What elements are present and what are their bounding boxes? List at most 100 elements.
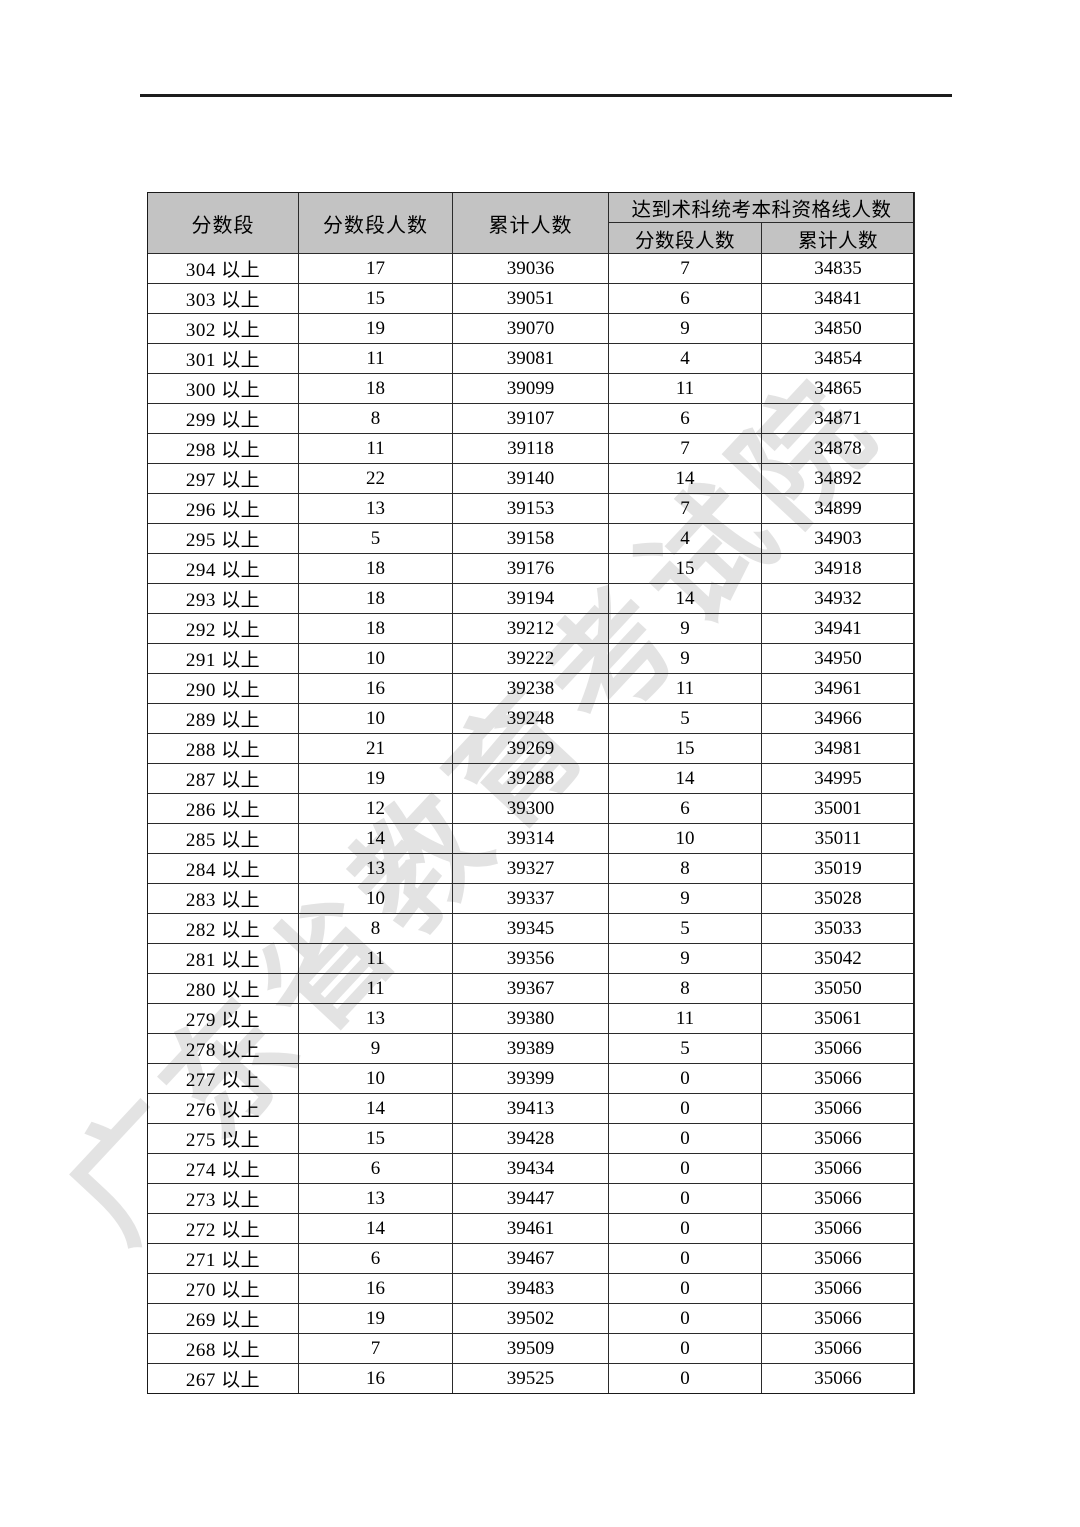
- cell-segment-count: 8: [298, 403, 453, 434]
- table-row: 278 以上 9 39389 5 35066: [147, 1033, 916, 1064]
- column-header-qualified-cumulative-count: 累计人数: [760, 222, 916, 254]
- cell-score-range: 276 以上: [147, 1093, 299, 1124]
- cell-qualified-cumulative-count: 34871: [760, 403, 916, 434]
- cell-cumulative-count: 39099: [452, 373, 609, 404]
- cell-qualified-cumulative-count: 35019: [760, 853, 916, 884]
- table-row: 275 以上 15 39428 0 35066: [147, 1123, 916, 1154]
- cell-qualified-cumulative-count: 35042: [760, 943, 916, 974]
- cell-cumulative-count: 39036: [452, 253, 609, 284]
- cell-score-range: 298 以上: [147, 433, 299, 464]
- cell-cumulative-count: 39367: [452, 973, 609, 1004]
- table-row: 292 以上 18 39212 9 34941: [147, 613, 916, 644]
- cell-score-range: 271 以上: [147, 1243, 299, 1274]
- table-row: 304 以上 17 39036 7 34835: [147, 253, 916, 284]
- cell-score-range: 284 以上: [147, 853, 299, 884]
- cell-qualified-segment-count: 9: [608, 313, 762, 344]
- cell-qualified-segment-count: 0: [608, 1363, 762, 1394]
- cell-qualified-cumulative-count: 34932: [760, 583, 916, 614]
- cell-qualified-cumulative-count: 35011: [760, 823, 916, 854]
- table-row: 301 以上 11 39081 4 34854: [147, 343, 916, 374]
- cell-qualified-cumulative-count: 34835: [760, 253, 916, 284]
- cell-score-range: 290 以上: [147, 673, 299, 704]
- cell-score-range: 269 以上: [147, 1303, 299, 1334]
- cell-qualified-segment-count: 0: [608, 1063, 762, 1094]
- cell-cumulative-count: 39447: [452, 1183, 609, 1214]
- cell-qualified-cumulative-count: 34865: [760, 373, 916, 404]
- column-header-qualified-segment-count: 分数段人数: [608, 222, 762, 254]
- table-row: 287 以上 19 39288 14 34995: [147, 763, 916, 794]
- table-row: 293 以上 18 39194 14 34932: [147, 583, 916, 614]
- cell-segment-count: 18: [298, 583, 453, 614]
- cell-qualified-segment-count: 5: [608, 1033, 762, 1064]
- cell-qualified-cumulative-count: 34918: [760, 553, 916, 584]
- cell-qualified-cumulative-count: 34841: [760, 283, 916, 314]
- cell-cumulative-count: 39483: [452, 1273, 609, 1304]
- cell-qualified-segment-count: 9: [608, 883, 762, 914]
- cell-score-range: 273 以上: [147, 1183, 299, 1214]
- table-row: 291 以上 10 39222 9 34950: [147, 643, 916, 674]
- cell-qualified-segment-count: 11: [608, 673, 762, 704]
- table-row: 280 以上 11 39367 8 35050: [147, 973, 916, 1004]
- cell-segment-count: 14: [298, 823, 453, 854]
- cell-cumulative-count: 39212: [452, 613, 609, 644]
- cell-qualified-segment-count: 7: [608, 253, 762, 284]
- table-row: 269 以上 19 39502 0 35066: [147, 1303, 916, 1334]
- cell-segment-count: 22: [298, 463, 453, 494]
- cell-segment-count: 19: [298, 313, 453, 344]
- cell-cumulative-count: 39081: [452, 343, 609, 374]
- cell-qualified-segment-count: 0: [608, 1123, 762, 1154]
- table-row: 294 以上 18 39176 15 34918: [147, 553, 916, 584]
- cell-segment-count: 16: [298, 673, 453, 704]
- cell-qualified-cumulative-count: 34941: [760, 613, 916, 644]
- score-distribution-table-container: 分数段 分数段人数 累计人数 达到术科统考本科资格线人数 分数段人数 累计人数 …: [147, 192, 916, 1394]
- cell-qualified-segment-count: 6: [608, 283, 762, 314]
- cell-qualified-cumulative-count: 35066: [760, 1093, 916, 1124]
- column-header-cumulative-count: 累计人数: [452, 192, 609, 254]
- cell-segment-count: 13: [298, 1003, 453, 1034]
- cell-score-range: 304 以上: [147, 253, 299, 284]
- cell-segment-count: 9: [298, 1033, 453, 1064]
- table-row: 268 以上 7 39509 0 35066: [147, 1333, 916, 1364]
- cell-qualified-cumulative-count: 35066: [760, 1213, 916, 1244]
- cell-cumulative-count: 39380: [452, 1003, 609, 1034]
- cell-segment-count: 16: [298, 1273, 453, 1304]
- table-row: 290 以上 16 39238 11 34961: [147, 673, 916, 704]
- table-row: 302 以上 19 39070 9 34850: [147, 313, 916, 344]
- cell-qualified-segment-count: 15: [608, 733, 762, 764]
- cell-score-range: 274 以上: [147, 1153, 299, 1184]
- cell-cumulative-count: 39300: [452, 793, 609, 824]
- cell-segment-count: 11: [298, 433, 453, 464]
- cell-score-range: 281 以上: [147, 943, 299, 974]
- cell-segment-count: 5: [298, 523, 453, 554]
- cell-cumulative-count: 39502: [452, 1303, 609, 1334]
- cell-qualified-segment-count: 14: [608, 763, 762, 794]
- cell-cumulative-count: 39434: [452, 1153, 609, 1184]
- cell-segment-count: 18: [298, 373, 453, 404]
- cell-segment-count: 15: [298, 283, 453, 314]
- cell-qualified-cumulative-count: 34961: [760, 673, 916, 704]
- cell-qualified-segment-count: 8: [608, 973, 762, 1004]
- score-distribution-table: 分数段 分数段人数 累计人数 达到术科统考本科资格线人数 分数段人数 累计人数 …: [147, 192, 916, 1394]
- cell-qualified-segment-count: 6: [608, 403, 762, 434]
- cell-segment-count: 21: [298, 733, 453, 764]
- cell-qualified-cumulative-count: 34854: [760, 343, 916, 374]
- cell-segment-count: 13: [298, 493, 453, 524]
- cell-cumulative-count: 39288: [452, 763, 609, 794]
- cell-segment-count: 12: [298, 793, 453, 824]
- cell-segment-count: 17: [298, 253, 453, 284]
- cell-score-range: 297 以上: [147, 463, 299, 494]
- cell-cumulative-count: 39467: [452, 1243, 609, 1274]
- table-header-row-top: 分数段 分数段人数 累计人数 达到术科统考本科资格线人数: [147, 192, 916, 254]
- cell-segment-count: 10: [298, 1063, 453, 1094]
- cell-cumulative-count: 39153: [452, 493, 609, 524]
- cell-qualified-cumulative-count: 35066: [760, 1363, 916, 1394]
- cell-qualified-cumulative-count: 35066: [760, 1153, 916, 1184]
- cell-score-range: 282 以上: [147, 913, 299, 944]
- table-row: 288 以上 21 39269 15 34981: [147, 733, 916, 764]
- table-row: 271 以上 6 39467 0 35066: [147, 1243, 916, 1274]
- cell-cumulative-count: 39176: [452, 553, 609, 584]
- cell-segment-count: 16: [298, 1363, 453, 1394]
- cell-qualified-cumulative-count: 34903: [760, 523, 916, 554]
- cell-cumulative-count: 39070: [452, 313, 609, 344]
- cell-qualified-segment-count: 11: [608, 373, 762, 404]
